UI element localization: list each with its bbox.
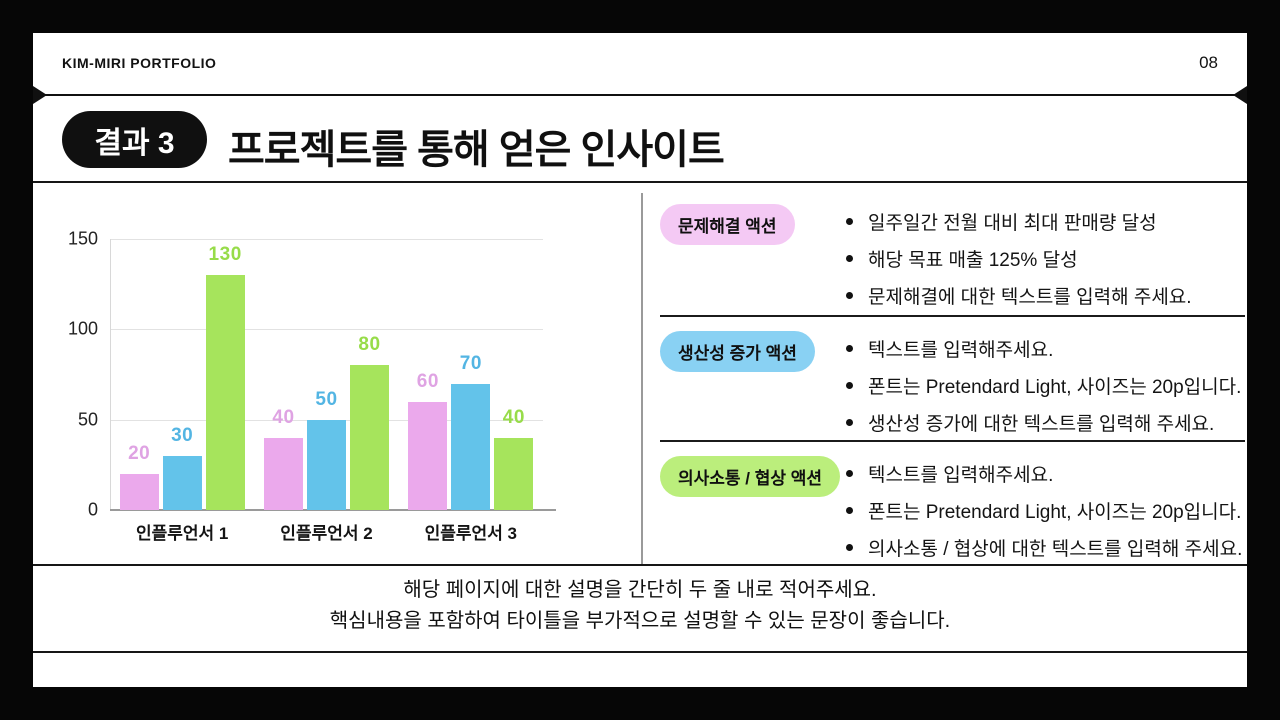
bar: [205, 275, 245, 510]
list-item: 텍스트를 입력해주세요.: [846, 457, 1245, 494]
title-divider: [33, 181, 1247, 183]
bullet-dot-icon: [846, 382, 853, 389]
bullet-dot-icon: [846, 218, 853, 225]
bar: [119, 474, 159, 510]
section-problem-solving: 문제해결 액션 일주일간 전월 대비 최대 판매량 달성 해당 목표 매출 12…: [660, 183, 1245, 315]
y-axis-line: [110, 239, 111, 510]
bar-value-label: 80: [358, 334, 381, 355]
result-badge-label: 결과 3: [94, 126, 175, 160]
page-number: 08: [1199, 53, 1218, 72]
list-item: 의사소통 / 협상에 대한 텍스트를 입력해 주세요.: [846, 531, 1245, 568]
grid-line: [110, 329, 543, 331]
bar-chart: 0 50 100 150 20 30 130 인플루언서 1 40 50 80 인플루언서 2 60 70…: [68, 229, 556, 543]
y-tick-label: 0: [87, 499, 98, 520]
bar-value-label: 40: [272, 407, 295, 428]
section-divider: [660, 440, 1245, 442]
list-item: 폰트는 Pretendard Light, 사이즈는 20p입니다.: [846, 494, 1245, 531]
category-label: 인플루언서 3: [424, 524, 518, 543]
list-item: 일주일간 전월 대비 최대 판매량 달성: [846, 205, 1245, 242]
result-number-badge: 결과 3: [62, 111, 207, 168]
left-arrow-notch-icon: [33, 86, 47, 104]
bullet-dot-icon: [846, 345, 853, 352]
y-tick-label: 150: [67, 228, 98, 249]
page-title: 프로젝트를 통해 얻은 인사이트: [228, 128, 725, 172]
bar: [307, 420, 346, 510]
category-label: 인플루언서 2: [280, 524, 373, 543]
bullet-dot-icon: [846, 419, 853, 426]
section-divider: [660, 315, 1245, 317]
section-badge-blue: 생산성 증가 액션: [660, 331, 815, 372]
bar-value-label: 20: [128, 443, 151, 464]
bullet-dot-icon: [846, 470, 853, 477]
description-line-1: 해당 페이지에 대한 설명을 간단히 두 줄 내로 적어주세요.: [403, 579, 877, 601]
list-item: 문제해결에 대한 텍스트를 입력해 주세요.: [846, 279, 1245, 316]
bar: [451, 384, 491, 510]
bar: [350, 365, 389, 510]
bullet-dot-icon: [846, 292, 853, 299]
bullet-dot-icon: [846, 255, 853, 262]
bar-value-label: 60: [416, 371, 439, 392]
section-productivity: 생산성 증가 액션 텍스트를 입력해주세요. 폰트는 Pretendard Li…: [660, 316, 1245, 440]
section-communication: 의사소통 / 협상 액션 텍스트를 입력해주세요. 폰트는 Pretendard…: [660, 441, 1245, 564]
bar-value-label: 130: [208, 244, 242, 265]
bar: [494, 438, 534, 510]
slide-card: KIM-MIRI PORTFOLIO 08 결과 3 프로젝트를 통해 얻은 인…: [33, 33, 1247, 687]
section-badge-green: 의사소통 / 협상 액션: [660, 456, 841, 497]
grid-line: [110, 239, 543, 240]
brand-text: KIM-MIRI PORTFOLIO: [62, 55, 217, 71]
bar-value-label: 40: [502, 407, 525, 428]
y-tick-label: 100: [67, 318, 98, 339]
bullet-dot-icon: [846, 507, 853, 514]
footer-top-divider: [33, 564, 1247, 566]
right-arrow-notch-icon: [1233, 86, 1247, 104]
section-badge-pink: 문제해결 액션: [660, 204, 795, 245]
list-item: 텍스트를 입력해주세요.: [846, 332, 1245, 369]
description-line-2: 핵심내용을 포함하여 타이틀을 부가적으로 설명할 수 있는 문장이 좋습니다.: [329, 610, 951, 632]
bar-value-label: 70: [459, 353, 482, 374]
header-divider: [33, 94, 1247, 96]
insight-sections: 문제해결 액션 일주일간 전월 대비 최대 판매량 달성 해당 목표 매출 12…: [660, 183, 1245, 564]
x-axis-line: [110, 509, 556, 511]
bar: [408, 402, 448, 510]
footer-bottom-divider: [33, 651, 1247, 653]
vertical-divider: [641, 193, 643, 564]
category-label: 인플루언서 1: [135, 524, 229, 543]
list-item: 생산성 증가에 대한 텍스트를 입력해 주세요.: [846, 406, 1245, 443]
list-item: 폰트는 Pretendard Light, 사이즈는 20p입니다.: [846, 369, 1245, 406]
bar-value-label: 30: [171, 425, 194, 446]
bar: [264, 438, 303, 510]
bar: [162, 456, 202, 510]
bar-value-label: 50: [315, 389, 338, 410]
y-tick-label: 50: [77, 409, 98, 430]
list-item: 해당 목표 매출 125% 달성: [846, 242, 1245, 279]
page-description: 해당 페이지에 대한 설명을 간단히 두 줄 내로 적어주세요. 핵심내용을 포…: [33, 575, 1247, 637]
bullet-dot-icon: [846, 544, 853, 551]
